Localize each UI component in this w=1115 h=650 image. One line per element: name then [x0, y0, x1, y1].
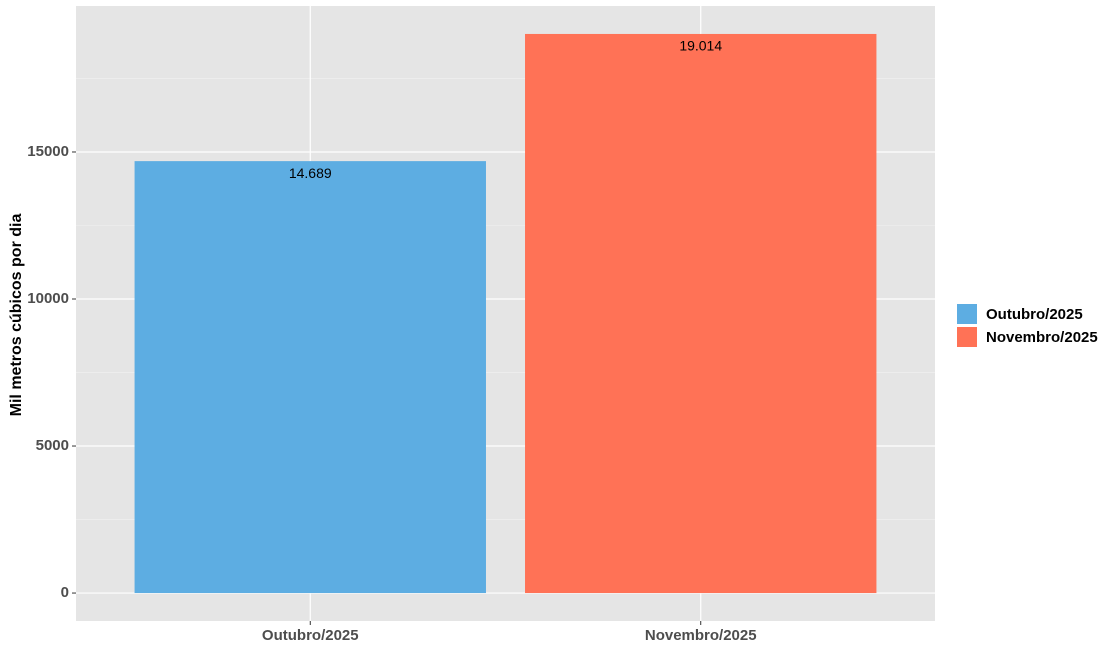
y-tick-label: 5000	[36, 437, 69, 454]
bar	[525, 33, 877, 594]
value-label: 19.014	[679, 38, 722, 54]
y-tick-label: 10000	[27, 290, 69, 307]
value-label: 14.689	[289, 165, 332, 181]
y-axis-title: Mil metros cúbicos por dia	[8, 214, 25, 417]
y-tick-label: 15000	[27, 143, 69, 160]
bar	[134, 161, 486, 594]
legend-key	[957, 327, 977, 347]
legend-label: Outubro/2025	[986, 306, 1083, 323]
y-tick-label: 0	[61, 584, 69, 601]
legend-key	[957, 304, 977, 324]
x-tick-label: Outubro/2025	[262, 627, 359, 644]
legend-label: Novembro/2025	[986, 329, 1098, 346]
x-tick-label: Novembro/2025	[645, 627, 757, 644]
